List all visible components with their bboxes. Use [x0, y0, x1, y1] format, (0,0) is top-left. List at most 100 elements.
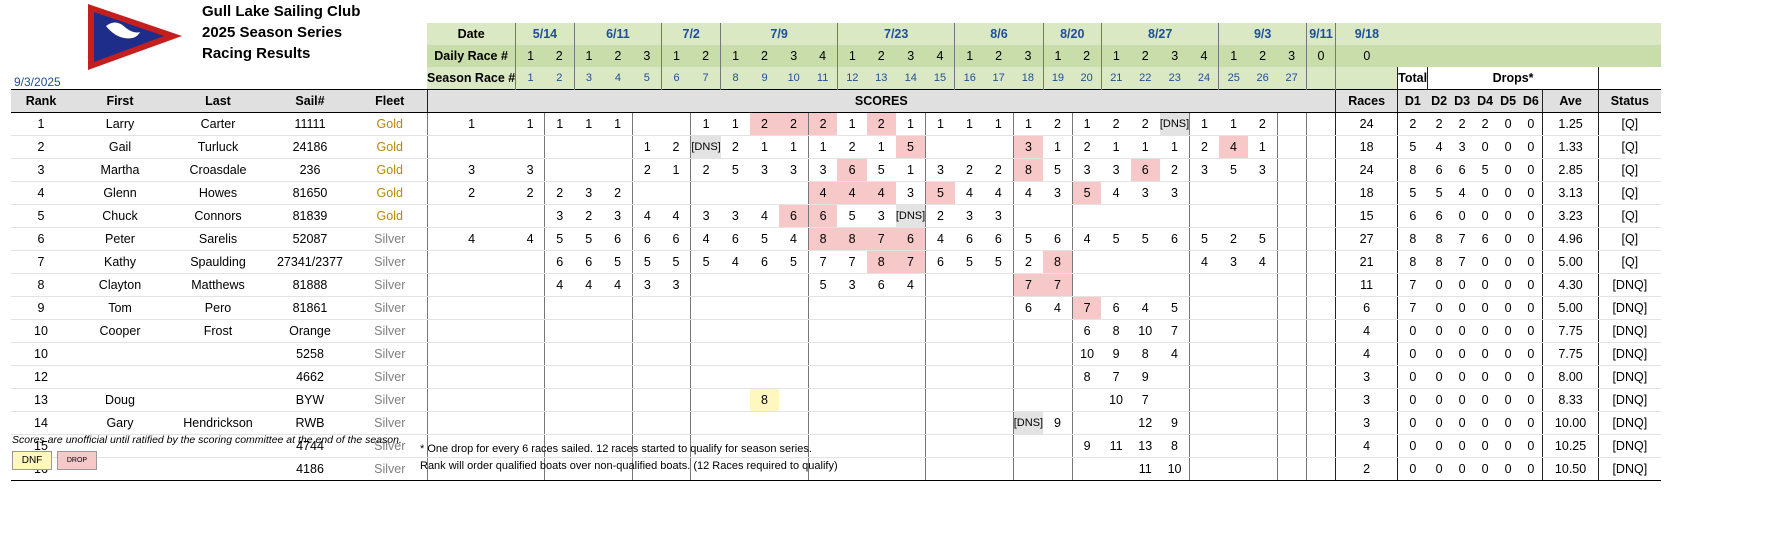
race-score-cell: 5	[574, 227, 604, 251]
race-date: 5/14	[515, 23, 575, 45]
sail-number-cell: RWB	[267, 411, 353, 435]
race-score-cell	[954, 273, 985, 297]
status-header: Status	[1598, 89, 1661, 113]
rank-cell: 10	[11, 342, 71, 366]
race-score-cell: 2	[1012, 250, 1044, 274]
results-table: Date 5/14 6/11 7/2 7/9 7/23 8/6 8/20 8/27 9/3 9/11…	[11, 23, 1661, 481]
race-score-cell	[895, 319, 926, 343]
drop-value-cell: 0	[1450, 319, 1474, 343]
drop-value-cell: 0	[1519, 227, 1543, 251]
drop-value-cell: 0	[1496, 388, 1520, 412]
race-score-cell	[574, 411, 604, 435]
race-score-cell	[574, 342, 604, 366]
race-score-cell	[866, 434, 896, 458]
race-score-cell	[690, 319, 721, 343]
race-score-cell	[1189, 181, 1219, 205]
race-score-cell	[1305, 411, 1336, 435]
race-score-cell	[1305, 296, 1336, 320]
rank-cell: 13	[11, 388, 71, 412]
rank-cell: 8	[11, 273, 71, 297]
fleet-header: Fleet	[353, 89, 427, 113]
race-score-cell: 8	[866, 250, 896, 274]
race-score-cell	[1248, 181, 1278, 205]
race-score-cell: 2	[807, 112, 838, 136]
first-name-cell: Tom	[71, 296, 169, 320]
race-score-cell	[925, 411, 955, 435]
drop-value-cell: 0	[1450, 388, 1474, 412]
race-score-cell	[1305, 112, 1336, 136]
race-date: 7/9	[720, 23, 838, 45]
last-name-cell: Pero	[169, 296, 267, 320]
race-score-cell	[954, 342, 985, 366]
race-score-cell: [DNS]	[690, 135, 721, 159]
race-score-cell	[1159, 250, 1190, 274]
race-score-cell	[544, 457, 575, 481]
race-score-cell: 3	[779, 158, 809, 182]
drop-value-cell: 0	[1473, 181, 1497, 205]
race-score-cell	[984, 319, 1014, 343]
race-score-cell	[1159, 365, 1190, 389]
race-score-cell	[1218, 319, 1249, 343]
first-name-cell: Doug	[71, 388, 169, 412]
race-score-cell	[1130, 273, 1160, 297]
race-score-cell	[1276, 204, 1307, 228]
race-score-cell	[866, 411, 896, 435]
race-score-cell: 4	[1218, 135, 1249, 159]
race-score-cell	[837, 388, 867, 412]
race-date: 9/3	[1218, 23, 1307, 45]
race-score-cell	[749, 365, 780, 389]
race-score-cell: 6	[661, 227, 691, 251]
date-label: Date	[427, 23, 516, 45]
race-score-cell	[779, 273, 809, 297]
drop-value-cell: 0	[1519, 434, 1543, 458]
season-race-number: 14	[895, 67, 926, 90]
drop-value-cell: 4	[1450, 181, 1474, 205]
race-score-cell	[1305, 181, 1336, 205]
race-score-cell: 9	[1101, 342, 1131, 366]
race-score-cell: 8	[807, 227, 838, 251]
drop-value-cell: 6	[1473, 227, 1497, 251]
race-score-cell	[779, 296, 809, 320]
race-score-cell	[1248, 296, 1278, 320]
race-score-cell	[779, 181, 809, 205]
race-score-cell: 3	[1248, 158, 1278, 182]
average-cell: 10.25	[1542, 434, 1599, 458]
race-score-cell	[984, 365, 1014, 389]
first-name-cell: Glenn	[71, 181, 169, 205]
race-score-cell: 6	[1071, 319, 1102, 343]
season-race-number: 7	[690, 67, 721, 90]
sail-number-cell: Orange	[267, 319, 353, 343]
race-score-cell: 4	[954, 181, 985, 205]
status-cell: [Q]	[1598, 135, 1661, 159]
last-name-cell	[169, 342, 267, 366]
race-score-cell: 5	[720, 158, 750, 182]
race-score-cell	[690, 411, 721, 435]
race-score-cell	[779, 411, 809, 435]
race-score-cell: 3	[1012, 135, 1044, 159]
race-score-cell: 1	[984, 112, 1014, 136]
race-score-cell	[603, 342, 633, 366]
race-score-cell	[925, 273, 955, 297]
race-score-cell: 5	[954, 250, 985, 274]
race-score-cell: 6	[1101, 296, 1131, 320]
drop-value-cell: 0	[1397, 457, 1428, 481]
race-score-cell	[837, 319, 867, 343]
race-score-cell: 9	[1130, 365, 1160, 389]
drop-value-cell: 6	[1397, 204, 1428, 228]
race-score-cell: 1	[807, 135, 838, 159]
ave-header: Ave	[1542, 89, 1599, 113]
race-score-cell: 3	[661, 273, 691, 297]
drop-value-cell: 0	[1519, 112, 1543, 136]
race-score-cell: 2	[954, 158, 985, 182]
drop-value-cell: 0	[1427, 411, 1451, 435]
daily-race-number: 4	[1189, 45, 1219, 67]
race-score-cell	[749, 411, 780, 435]
race-score-cell: 1	[1043, 135, 1073, 159]
race-score-cell: 4	[515, 227, 545, 251]
race-score-cell	[866, 365, 896, 389]
drop-value-cell: 0	[1496, 342, 1520, 366]
sail-number-cell: 81888	[267, 273, 353, 297]
drop-value-cell: 0	[1519, 158, 1543, 182]
drop-value-cell: 0	[1427, 434, 1451, 458]
race-score-cell: 3	[720, 204, 750, 228]
